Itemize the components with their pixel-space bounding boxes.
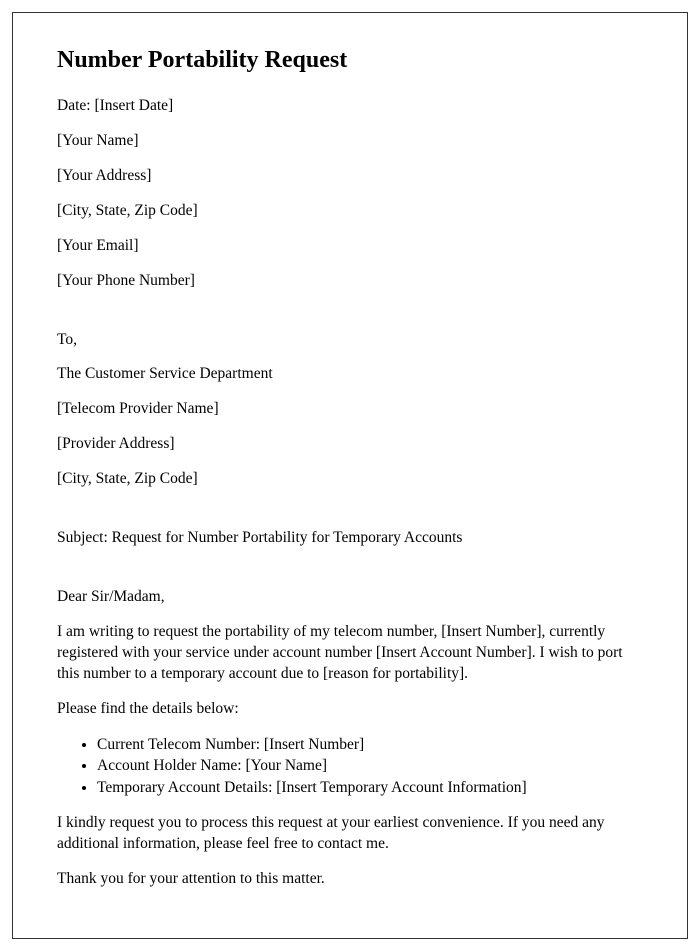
document-title: Number Portability Request xyxy=(57,47,643,74)
detail-item: Current Telecom Number: [Insert Number] xyxy=(97,734,643,756)
sender-city-state-zip: [City, State, Zip Code] xyxy=(57,201,643,222)
detail-item: Temporary Account Details: [Insert Tempo… xyxy=(97,777,643,799)
section-gap xyxy=(57,504,643,528)
salutation: Dear Sir/Madam, xyxy=(57,587,643,608)
recipient-provider: [Telecom Provider Name] xyxy=(57,399,643,420)
subject-line: Subject: Request for Number Portability … xyxy=(57,528,643,549)
section-gap xyxy=(57,563,643,587)
document-page: Number Portability Request Date: [Insert… xyxy=(12,12,688,939)
details-list: Current Telecom Number: [Insert Number] … xyxy=(97,734,643,799)
body-para-2: Please find the details below: xyxy=(57,699,643,720)
sender-email: [Your Email] xyxy=(57,236,643,257)
recipient-address: [Provider Address] xyxy=(57,434,643,455)
sender-date: Date: [Insert Date] xyxy=(57,96,643,117)
recipient-to: To, xyxy=(57,330,643,351)
sender-address: [Your Address] xyxy=(57,166,643,187)
body-para-1: I am writing to request the portability … xyxy=(57,622,643,685)
body-para-3: I kindly request you to process this req… xyxy=(57,813,643,855)
body-para-4: Thank you for your attention to this mat… xyxy=(57,869,643,890)
recipient-department: The Customer Service Department xyxy=(57,364,643,385)
section-gap xyxy=(57,306,643,330)
recipient-city-state-zip: [City, State, Zip Code] xyxy=(57,469,643,490)
sender-name: [Your Name] xyxy=(57,131,643,152)
detail-item: Account Holder Name: [Your Name] xyxy=(97,755,643,777)
sender-phone: [Your Phone Number] xyxy=(57,271,643,292)
